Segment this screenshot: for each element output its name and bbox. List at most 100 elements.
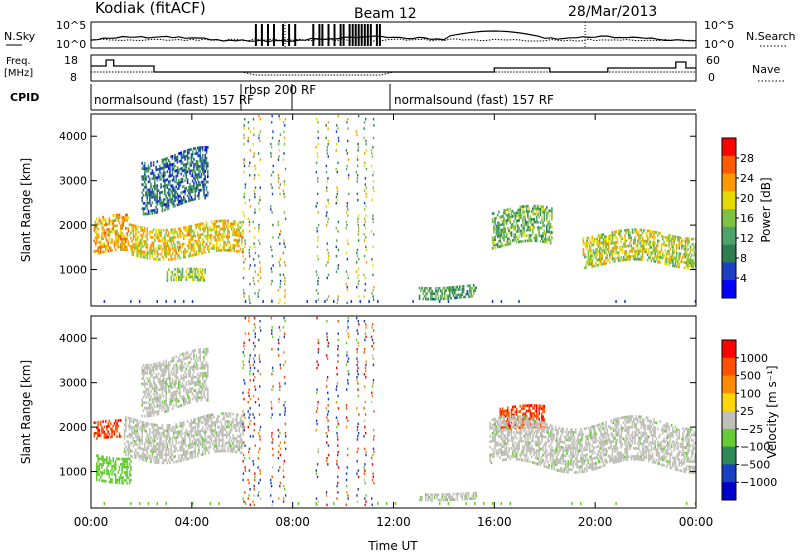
power-noise-cell	[373, 189, 375, 193]
power-echo-cell	[437, 297, 440, 301]
power-echo-cell	[495, 230, 498, 233]
power-echo-cell	[669, 261, 672, 264]
power-echo-cell	[191, 253, 194, 257]
velocity-echo-cell	[518, 410, 520, 413]
power-echo-cell	[512, 239, 514, 242]
power-echo-cell	[176, 174, 179, 177]
velocity-echo-cell	[107, 430, 109, 434]
power-echo-cell	[233, 228, 235, 231]
velocity-echo-cell	[161, 426, 164, 430]
velocity-echo-cell	[180, 453, 183, 457]
power-echo-cell	[165, 242, 167, 245]
power-echo-cell	[687, 248, 689, 251]
velocity-echo-cell	[155, 367, 157, 371]
velocity-echo-cell	[180, 364, 183, 367]
velocity-echo-cell	[154, 410, 156, 414]
power-y-tick-label: 2000	[59, 219, 87, 232]
power-echo-cell	[186, 170, 189, 174]
velocity-echo-cell	[199, 372, 201, 375]
velocity-echo-cell	[121, 465, 123, 469]
power-echo-cell	[233, 238, 235, 242]
velocity-echo-cell	[149, 377, 151, 380]
power-echo-cell	[527, 210, 529, 213]
power-echo-cell	[207, 237, 209, 240]
power-echo-cell	[592, 240, 595, 244]
power-echo-cell	[431, 292, 433, 296]
velocity-echo-cell	[174, 455, 176, 458]
velocity-echo-cell	[199, 390, 201, 394]
velocity-echo-cell	[172, 359, 175, 362]
power-echo-cell	[176, 171, 179, 175]
velocity-echo-cell	[178, 457, 180, 460]
power-noise-cell	[248, 127, 250, 130]
power-echo-cell	[654, 249, 656, 253]
power-echo-cell	[514, 235, 517, 239]
velocity-echo-cell	[220, 412, 223, 415]
power-echo-cell	[588, 262, 591, 266]
velocity-echo-cell	[228, 444, 230, 448]
velocity-echo-cell	[198, 438, 200, 441]
power-echo-cell	[658, 239, 660, 243]
power-echo-cell	[604, 262, 606, 265]
velocity-echo-cell	[167, 366, 170, 370]
power-near-range-cell	[447, 300, 450, 303]
power-echo-cell	[611, 249, 614, 253]
power-near-range-cell	[333, 300, 335, 303]
power-echo-cell	[172, 249, 175, 253]
velocity-echo-cell	[188, 390, 190, 394]
velocity-echo-cell	[162, 384, 165, 388]
power-echo-cell	[452, 291, 455, 295]
power-echo-cell	[108, 230, 111, 234]
power-echo-cell	[152, 195, 155, 199]
velocity-echo-cell	[97, 467, 99, 471]
power-echo-cell	[601, 233, 604, 237]
power-echo-cell	[601, 262, 604, 266]
velocity-echo-cell	[204, 439, 206, 442]
power-echo-cell	[223, 222, 225, 225]
velocity-echo-cell	[524, 412, 527, 416]
velocity-echo-cell	[136, 427, 138, 431]
velocity-echo-cell	[222, 438, 224, 442]
velocity-echo-cell	[203, 356, 205, 359]
velocity-echo-cell	[147, 435, 150, 439]
power-echo-cell	[151, 193, 154, 196]
power-echo-cell	[506, 240, 509, 243]
velocity-echo-cell	[161, 374, 164, 377]
velocity-echo-cell	[539, 423, 542, 426]
power-echo-cell	[639, 236, 641, 240]
power-noise-cell	[347, 242, 349, 245]
velocity-echo-cell	[149, 430, 151, 434]
power-echo-cell	[114, 216, 117, 220]
power-noise-cell	[243, 127, 245, 130]
velocity-echo-cell	[196, 367, 199, 370]
power-echo-cell	[598, 255, 601, 259]
power-echo-cell	[646, 234, 649, 238]
power-noise-cell	[363, 189, 366, 193]
power-echo-cell	[588, 246, 591, 250]
velocity-echo-cell	[490, 453, 493, 457]
power-echo-cell	[180, 278, 183, 281]
power-near-range-cell	[694, 300, 697, 303]
power-echo-cell	[523, 234, 525, 238]
velocity-echo-cell	[154, 389, 156, 393]
power-echo-cell	[142, 231, 145, 235]
power-echo-cell	[93, 239, 96, 243]
velocity-echo-cell	[217, 415, 219, 418]
power-echo-cell	[547, 211, 549, 215]
power-echo-cell	[496, 224, 499, 228]
velocity-echo-cell	[189, 454, 191, 457]
velocity-echo-cell	[217, 420, 219, 424]
power-noise-cell	[279, 286, 281, 289]
power-echo-cell	[204, 175, 206, 178]
velocity-echo-cell	[523, 417, 525, 421]
power-echo-cell	[636, 249, 639, 253]
power-echo-cell	[193, 278, 195, 282]
sky-noise-spikes	[254, 22, 586, 48]
power-echo-cell	[135, 227, 137, 231]
power-noise-cell	[277, 289, 280, 292]
power-echo-cell	[239, 231, 242, 235]
velocity-echo-cell	[188, 446, 190, 450]
power-echo-cell	[186, 162, 189, 166]
power-noise-cell	[327, 177, 329, 180]
velocity-echo-cell	[150, 441, 152, 445]
